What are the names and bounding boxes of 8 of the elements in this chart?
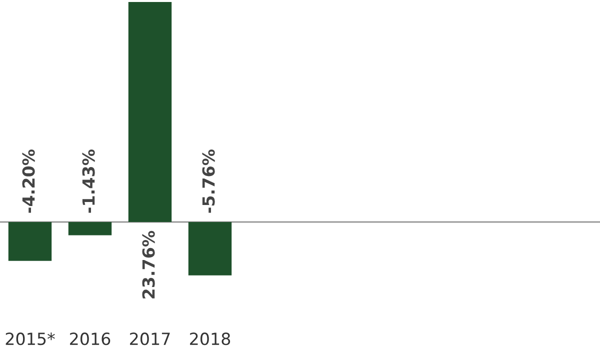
- data-label: -5.76%: [202, 149, 215, 213]
- x-tick-label: 2017: [130, 332, 170, 346]
- data-label: 23.76%: [142, 230, 155, 298]
- x-tick-label: 2018: [190, 332, 230, 346]
- x-tick-label: 2015*: [6, 332, 55, 346]
- data-label: -4.20%: [22, 149, 35, 213]
- data-label: -1.43%: [82, 149, 95, 213]
- x-tick-label: 2016: [70, 332, 110, 346]
